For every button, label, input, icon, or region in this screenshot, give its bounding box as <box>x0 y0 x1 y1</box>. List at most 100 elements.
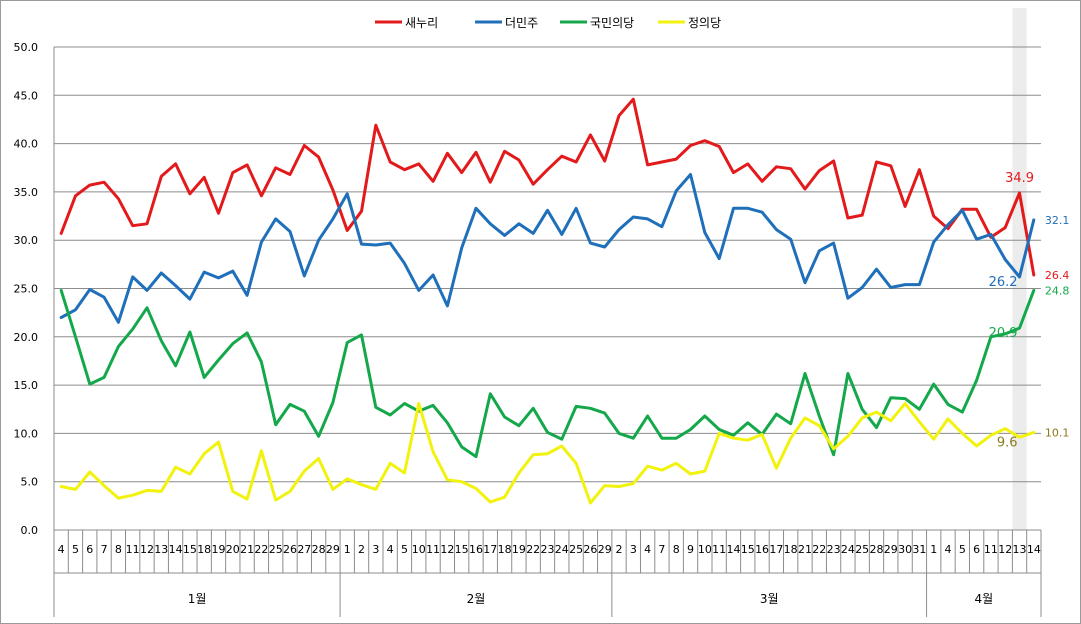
x-tick-label: 23 <box>827 543 841 556</box>
gridlines <box>54 46 1041 531</box>
x-tick-label: 11 <box>712 543 726 556</box>
x-tick-label: 29 <box>326 543 340 556</box>
y-tick-label: 45.0 <box>14 89 39 102</box>
legend: 새누리 더민주 국민의당 정의당 <box>375 16 721 30</box>
x-tick-label: 29 <box>884 543 898 556</box>
x-tick-label: 3 <box>372 543 379 556</box>
x-tick-label: 8 <box>673 543 680 556</box>
x-tick-label: 25 <box>569 543 583 556</box>
x-tick-label: 16 <box>755 543 769 556</box>
x-tick-label: 1 <box>930 543 937 556</box>
x-tick-label: 24 <box>841 543 855 556</box>
x-tick-label: 1 <box>344 543 351 556</box>
x-tick-label: 6 <box>86 543 93 556</box>
x-tick-label: 6 <box>973 543 980 556</box>
legend-label: 정의당 <box>688 16 721 30</box>
x-tick-label: 18 <box>784 543 798 556</box>
y-tick-label: 20.0 <box>14 331 39 344</box>
x-tick-label: 5 <box>959 543 966 556</box>
x-tick-label: 18 <box>197 543 211 556</box>
x-tick-label: 11 <box>126 543 140 556</box>
y-tick-label: 30.0 <box>14 234 39 247</box>
y-tick-label: 15.0 <box>14 379 39 392</box>
x-tick-label: 24 <box>555 543 569 556</box>
y-tick-label: 5.0 <box>21 476 39 489</box>
series-line-0 <box>59 97 1036 277</box>
month-label: 4월 <box>974 592 993 606</box>
x-tick-label: 4 <box>644 543 651 556</box>
series-line-1 <box>59 173 1036 324</box>
x-tick-label: 12 <box>140 543 154 556</box>
x-tick-label: 5 <box>401 543 408 556</box>
x-tick-label: 15 <box>741 543 755 556</box>
data-label: 9.6 <box>997 435 1018 450</box>
x-tick-label: 25 <box>269 543 283 556</box>
x-tick-label: 19 <box>512 543 526 556</box>
x-tick-label: 4 <box>945 543 952 556</box>
x-tick-label: 11 <box>984 543 998 556</box>
x-tick-label: 21 <box>240 543 254 556</box>
x-tick-label: 14 <box>726 543 740 556</box>
x-tick-label: 7 <box>658 543 665 556</box>
x-tick-label: 13 <box>1013 543 1027 556</box>
x-tick-label: 25 <box>855 543 869 556</box>
x-tick-label: 27 <box>297 543 311 556</box>
x-tick-label: 18 <box>498 543 512 556</box>
month-label: 2월 <box>467 592 486 606</box>
x-tick-label: 23 <box>541 543 555 556</box>
x-tick-label: 4 <box>58 543 65 556</box>
x-tick-label: 4 <box>387 543 394 556</box>
x-tick-label: 30 <box>898 543 912 556</box>
x-tick-label: 17 <box>483 543 497 556</box>
data-label: 34.9 <box>1005 171 1034 186</box>
x-tick-label: 10 <box>412 543 426 556</box>
x-tick-label: 26 <box>283 543 297 556</box>
data-label: 10.1 <box>1045 426 1070 439</box>
x-tick-label: 7 <box>101 543 108 556</box>
x-tick-label: 26 <box>583 543 597 556</box>
x-tick-label: 10 <box>698 543 712 556</box>
x-tick-label: 15 <box>455 543 469 556</box>
legend-label: 국민의당 <box>590 16 634 30</box>
y-tick-label: 35.0 <box>14 186 39 199</box>
data-labels: 34.9 26.4 32.1 26.2 24.8 20.9 10.1 9.6 <box>989 171 1070 450</box>
y-tick-label: 50.0 <box>14 41 39 54</box>
data-label: 24.8 <box>1045 284 1070 297</box>
month-label: 3월 <box>760 592 779 606</box>
x-tick-label: 12 <box>440 543 454 556</box>
y-tick-label: 0.0 <box>21 524 39 537</box>
x-axis: 4 5 6 7 8 11 12 13 14 15 18 19 20 21 22 25 26 27 28 29 1 2 3 4 5… <box>53 530 1042 617</box>
x-tick-label: 22 <box>526 543 540 556</box>
x-tick-label: 22 <box>812 543 826 556</box>
legend-label: 더민주 <box>505 16 538 30</box>
x-tick-label: 14 <box>169 543 183 556</box>
data-label: 32.1 <box>1045 214 1070 227</box>
x-tick-label: 13 <box>154 543 168 556</box>
x-tick-label: 29 <box>598 543 612 556</box>
x-tick-label: 21 <box>798 543 812 556</box>
series-line-3 <box>59 402 1036 505</box>
x-tick-label: 2 <box>616 543 623 556</box>
series-lines <box>59 97 1036 505</box>
highlight-band <box>1012 8 1027 530</box>
x-tick-label: 12 <box>998 543 1012 556</box>
y-tick-label: 40.0 <box>14 138 39 151</box>
x-tick-label: 28 <box>312 543 326 556</box>
legend-label: 새누리 <box>405 16 438 30</box>
series-line-2 <box>59 288 1036 459</box>
x-tick-label: 15 <box>183 543 197 556</box>
data-label: 20.9 <box>989 326 1018 341</box>
data-label: 26.2 <box>989 275 1018 290</box>
x-tick-label: 31 <box>912 543 926 556</box>
y-tick-label: 10.0 <box>14 427 39 440</box>
x-tick-label: 9 <box>687 543 694 556</box>
x-tick-label: 17 <box>769 543 783 556</box>
x-tick-label: 8 <box>115 543 122 556</box>
data-label: 26.4 <box>1045 269 1070 282</box>
y-axis: 0.0 5.0 10.0 15.0 20.0 25.0 30.0 35.0 40.0 45.0 50… <box>14 41 55 537</box>
x-tick-label: 14 <box>1027 543 1041 556</box>
x-tick-label: 20 <box>226 543 240 556</box>
month-label: 1월 <box>188 592 207 606</box>
